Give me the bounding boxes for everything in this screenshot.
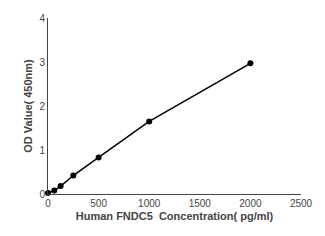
svg-text:Human FNDC5 Concentration( pg: Human FNDC5 Concentration( pg/ml) (76, 210, 274, 222)
svg-text:2000: 2000 (239, 198, 262, 209)
svg-text:2500: 2500 (290, 198, 313, 209)
svg-text:0: 0 (39, 189, 45, 200)
svg-text:OD Value( 450nm): OD Value( 450nm) (22, 59, 34, 153)
svg-text:500: 500 (90, 198, 107, 209)
svg-text:1500: 1500 (189, 198, 212, 209)
svg-text:2: 2 (39, 101, 45, 112)
svg-text:4: 4 (39, 13, 45, 24)
svg-text:1000: 1000 (138, 198, 161, 209)
svg-text:3: 3 (39, 57, 45, 68)
svg-text:1: 1 (39, 145, 45, 156)
svg-text:0: 0 (45, 198, 51, 209)
